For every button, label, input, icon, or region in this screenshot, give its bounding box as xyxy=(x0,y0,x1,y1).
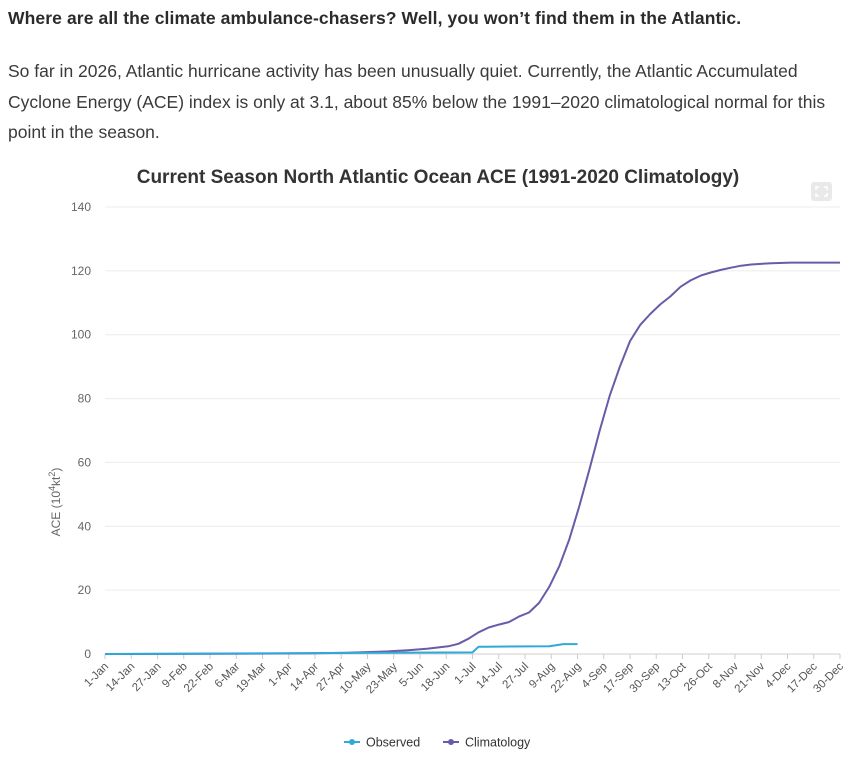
y-tick-label: 140 xyxy=(71,200,91,214)
legend-item-climatology[interactable]: Climatology xyxy=(443,736,531,750)
legend-item-observed[interactable]: Observed xyxy=(344,736,420,750)
series-lines xyxy=(104,261,840,655)
x-tick-label: 30-Sep xyxy=(628,661,663,696)
fullscreen-icon[interactable] xyxy=(811,182,832,201)
chart-title: Current Season North Atlantic Ocean ACE … xyxy=(137,167,740,188)
y-axis-label: ACE (104kt2) xyxy=(47,468,63,537)
x-tick-label: 27-Jan xyxy=(130,661,163,694)
x-tick-label: 27-Jul xyxy=(500,661,531,692)
legend-climatology-marker xyxy=(448,739,454,745)
x-tick-label: 21-Nov xyxy=(733,660,768,695)
x-tick-label: 14-Jul xyxy=(474,661,505,692)
x-tick-label: 30-Dec xyxy=(811,660,846,695)
y-tick-label: 120 xyxy=(71,264,91,278)
legend-observed-label: Observed xyxy=(366,736,420,750)
legend-climatology-label: Climatology xyxy=(465,736,531,750)
series-line-observed xyxy=(104,643,578,655)
article-headline: Where are all the climate ambulance-chas… xyxy=(8,8,742,28)
ace-line-chart: Current Season North Atlantic Ocean ACE … xyxy=(47,167,846,750)
y-tick-label: 20 xyxy=(78,583,92,597)
y-tick-label: 60 xyxy=(78,455,92,469)
y-tick-label: 0 xyxy=(84,647,91,661)
legend-observed-marker xyxy=(349,739,355,745)
x-tick-label: 26-Oct xyxy=(682,660,715,693)
article-intro: So far in 2026, Atlantic hurricane activ… xyxy=(8,61,826,142)
y-tick-label: 40 xyxy=(78,519,92,533)
y-tick-label: 80 xyxy=(78,392,92,406)
chart-legend: Observed Climatology xyxy=(344,736,531,750)
y-tick-label: 100 xyxy=(71,328,91,342)
x-tick-label: 18-Jun xyxy=(419,661,452,694)
x-tick-label: 14-Apr xyxy=(288,661,321,694)
x-tick-label: 22-Feb xyxy=(182,661,216,695)
x-axis-ticks: 1-Jan14-Jan27-Jan9-Feb22-Feb6-Mar19-Mar1… xyxy=(82,654,846,696)
x-tick-label: 19-Mar xyxy=(234,661,268,695)
grid-lines xyxy=(105,206,840,655)
y-axis-ticks: 0 20 40 60 80 100 120 140 xyxy=(71,200,91,661)
series-line-climatology xyxy=(104,261,840,655)
x-tick-label: 22-Aug xyxy=(549,661,584,696)
